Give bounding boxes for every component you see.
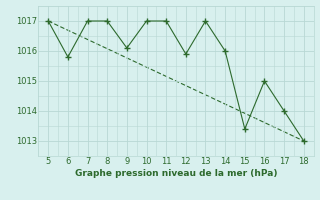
X-axis label: Graphe pression niveau de la mer (hPa): Graphe pression niveau de la mer (hPa) xyxy=(75,169,277,178)
